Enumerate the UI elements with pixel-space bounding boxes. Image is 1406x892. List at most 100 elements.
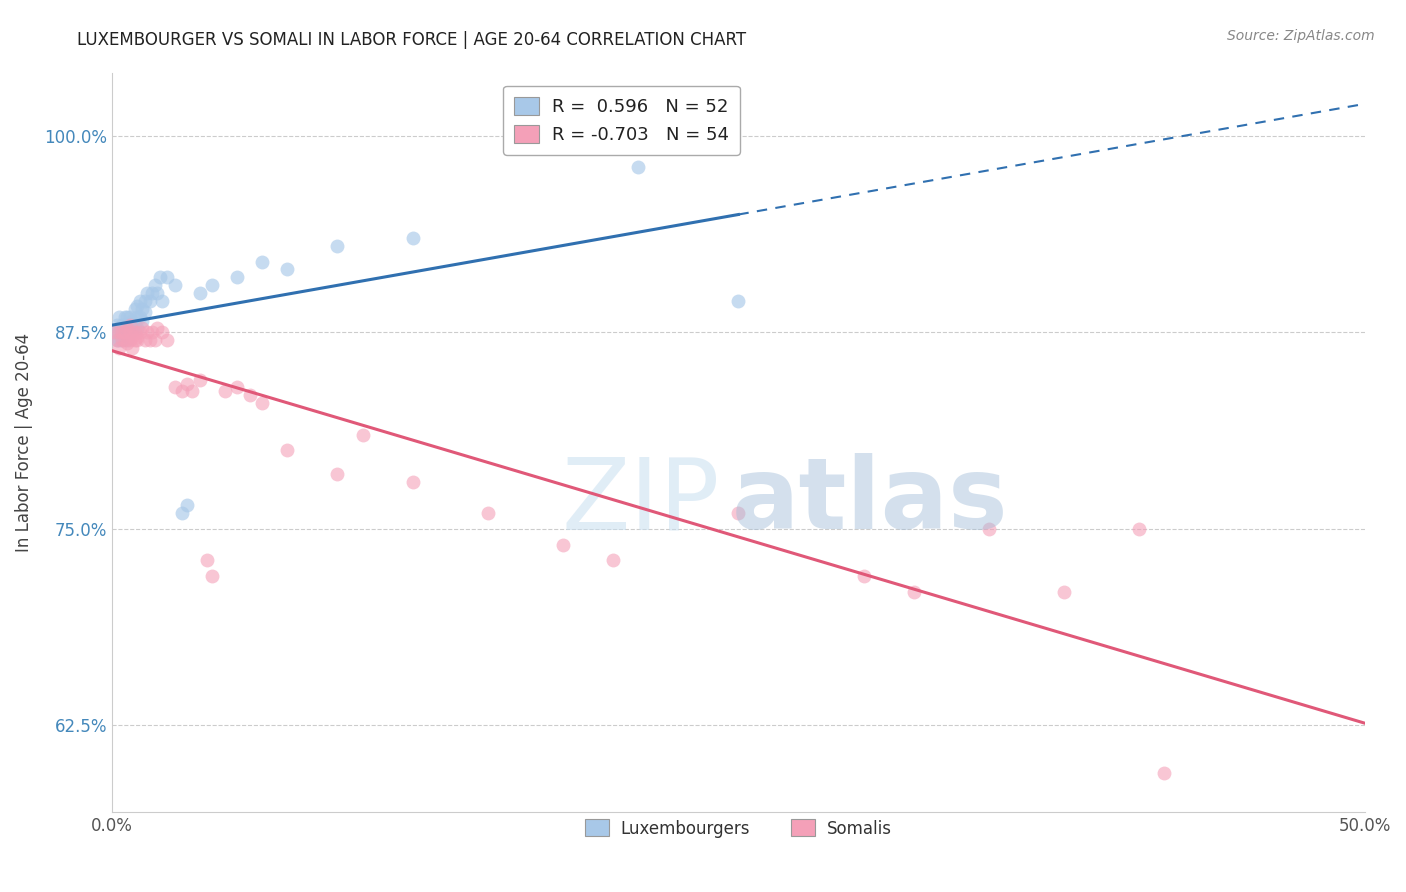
- Point: [108, 326, 131, 340]
- Text: LUXEMBOURGER VS SOMALI IN LABOR FORCE | AGE 20-64 CORRELATION CHART: LUXEMBOURGER VS SOMALI IN LABOR FORCE | …: [77, 31, 747, 49]
- Point: [252, 254, 274, 268]
- Point: [103, 326, 125, 340]
- Point: [111, 318, 134, 332]
- Point: [176, 377, 198, 392]
- Point: [131, 314, 153, 328]
- Point: [226, 270, 249, 285]
- Point: [977, 522, 1000, 536]
- Point: [146, 286, 169, 301]
- Point: [201, 278, 224, 293]
- Point: [125, 330, 148, 344]
- Point: [172, 506, 194, 520]
- Point: [115, 336, 138, 351]
- Point: [136, 326, 159, 340]
- Point: [124, 301, 146, 316]
- Point: [214, 384, 236, 398]
- Point: [128, 310, 150, 324]
- Point: [121, 341, 143, 355]
- Point: [176, 498, 198, 512]
- Point: [401, 231, 423, 245]
- Point: [188, 286, 211, 301]
- Text: ZIP: ZIP: [561, 453, 720, 550]
- Point: [118, 318, 141, 332]
- Point: [124, 318, 146, 332]
- Point: [111, 326, 134, 340]
- Point: [108, 326, 131, 340]
- Point: [115, 318, 138, 332]
- Point: [326, 239, 349, 253]
- Point: [852, 569, 875, 583]
- Point: [136, 286, 159, 301]
- Point: [118, 318, 141, 332]
- Point: [108, 341, 131, 355]
- Point: [226, 380, 249, 394]
- Point: [108, 310, 131, 324]
- Point: [108, 333, 131, 347]
- Point: [477, 506, 499, 520]
- Point: [128, 326, 150, 340]
- Point: [115, 320, 138, 334]
- Point: [118, 333, 141, 347]
- Point: [115, 333, 138, 347]
- Point: [138, 333, 160, 347]
- Point: [134, 333, 156, 347]
- Point: [115, 326, 138, 340]
- Point: [115, 310, 138, 324]
- Point: [156, 270, 179, 285]
- Point: [163, 278, 186, 293]
- Point: [111, 333, 134, 347]
- Point: [114, 326, 136, 340]
- Point: [125, 310, 148, 324]
- Legend: Luxembourgers, Somalis: Luxembourgers, Somalis: [579, 813, 898, 844]
- Point: [105, 333, 128, 347]
- Point: [146, 320, 169, 334]
- Point: [181, 384, 204, 398]
- Point: [1153, 765, 1175, 780]
- Point: [195, 553, 218, 567]
- Point: [143, 333, 166, 347]
- Point: [118, 326, 141, 340]
- Point: [627, 161, 650, 175]
- Point: [125, 320, 148, 334]
- Point: [118, 326, 141, 340]
- Point: [121, 314, 143, 328]
- Point: [172, 384, 194, 398]
- Point: [138, 293, 160, 308]
- Point: [134, 293, 156, 308]
- Point: [103, 326, 125, 340]
- Point: [114, 333, 136, 347]
- Point: [125, 333, 148, 347]
- Point: [111, 326, 134, 340]
- Point: [276, 443, 298, 458]
- Point: [114, 310, 136, 324]
- Point: [124, 326, 146, 340]
- Point: [124, 333, 146, 347]
- Point: [111, 333, 134, 347]
- Point: [551, 538, 574, 552]
- Point: [252, 396, 274, 410]
- Point: [143, 278, 166, 293]
- Point: [128, 293, 150, 308]
- Point: [148, 270, 170, 285]
- Text: atlas: atlas: [733, 453, 1008, 550]
- Point: [602, 553, 624, 567]
- Point: [125, 299, 148, 313]
- Point: [401, 475, 423, 489]
- Point: [118, 310, 141, 324]
- Point: [141, 286, 163, 301]
- Point: [163, 380, 186, 394]
- Point: [134, 305, 156, 319]
- Point: [121, 320, 143, 334]
- Point: [141, 326, 163, 340]
- Point: [131, 301, 153, 316]
- Point: [276, 262, 298, 277]
- Point: [1053, 584, 1076, 599]
- Point: [156, 333, 179, 347]
- Point: [114, 326, 136, 340]
- Point: [105, 333, 128, 347]
- Point: [903, 584, 925, 599]
- Point: [239, 388, 262, 402]
- Y-axis label: In Labor Force | Age 20-64: In Labor Force | Age 20-64: [15, 333, 32, 552]
- Point: [201, 569, 224, 583]
- Point: [114, 318, 136, 332]
